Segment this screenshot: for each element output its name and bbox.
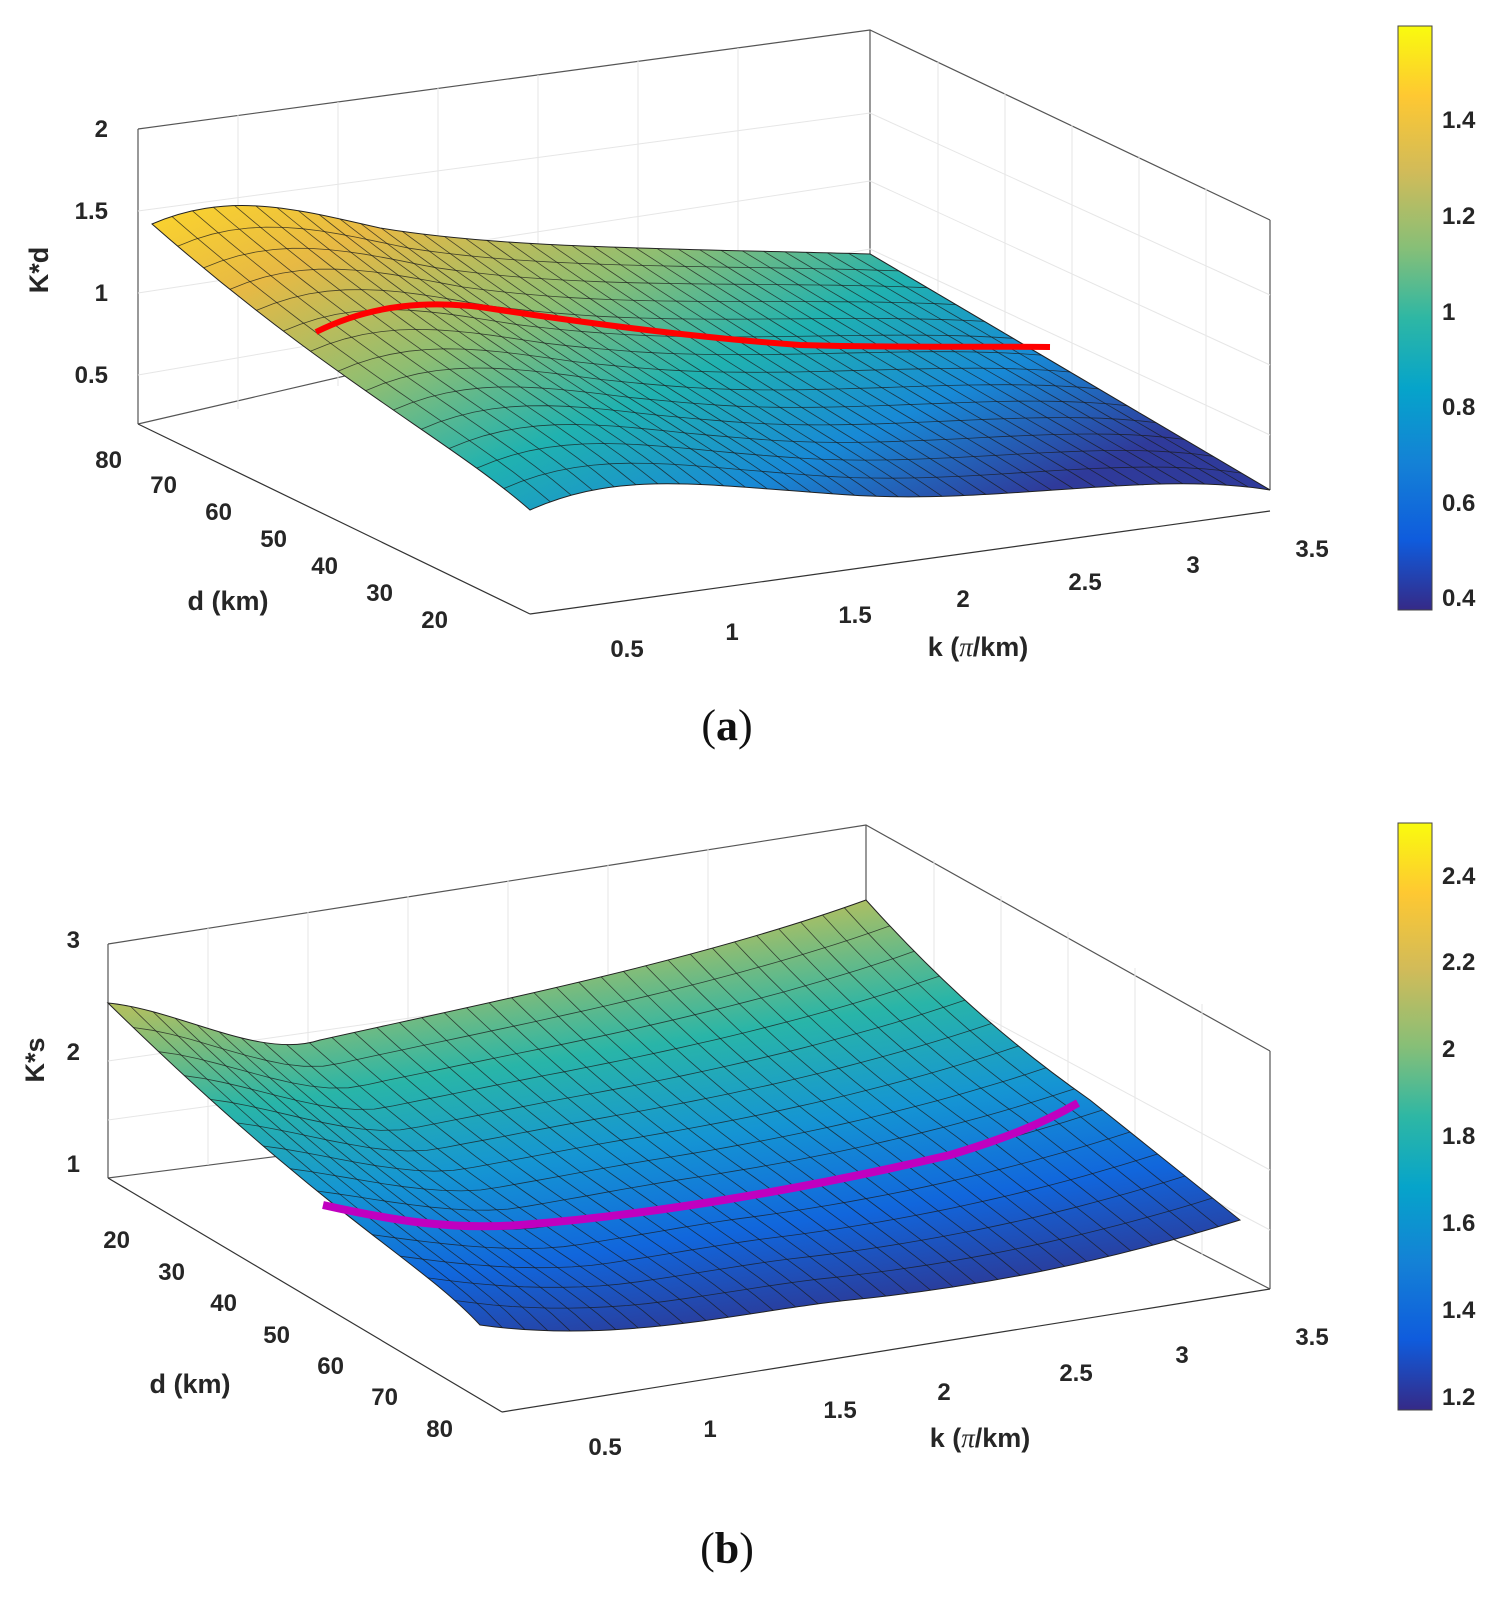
axis-lines-a: [137, 423, 1271, 615]
y-tick-b-4: 60: [317, 1353, 344, 1380]
mesh-line: [158, 950, 915, 1089]
x-tick-a-6: 3.5: [1295, 536, 1328, 563]
z-tick-b-1: 2: [67, 1039, 80, 1066]
y-ticks-b: 20 30 40 50 60 70 80: [103, 1227, 453, 1443]
y-tick-b-2: 40: [210, 1290, 237, 1317]
mesh-line: [210, 999, 966, 1131]
mesh-line: [317, 1088, 1075, 1211]
mesh-line: [133, 925, 890, 1067]
cb-tick-b-1: 1.4: [1442, 1297, 1476, 1324]
x-ticks-a: 0.5 1 1.5 2 2.5 3 3.5: [610, 536, 1328, 663]
y-tick-b-0: 20: [103, 1227, 130, 1254]
z-tick-b-2: 3: [67, 927, 80, 954]
mesh-line: [177, 226, 899, 272]
x-axis-label-a: k (π/km): [928, 632, 1029, 662]
x-tick-b-5: 3: [1175, 1342, 1188, 1369]
cb-tick-a-5: 1.4: [1442, 107, 1476, 134]
x-tick-a-0: 0.5: [610, 636, 643, 663]
surface-mesh-a: [171, 205, 1249, 503]
mesh-line: [283, 309, 1013, 339]
y-tick-a-1: 30: [366, 580, 393, 607]
y-tick-a-3: 50: [260, 526, 287, 553]
mesh-line: [236, 1023, 992, 1152]
mesh-line: [229, 268, 956, 305]
mesh-line: [289, 1067, 1047, 1192]
mesh-line: [448, 424, 1185, 449]
cb-tick-b-0: 1.2: [1442, 1384, 1475, 1411]
z-tick-a-1: 1: [95, 280, 108, 307]
x-tick-b-4: 2.5: [1059, 1360, 1092, 1387]
mesh-line: [503, 462, 1242, 489]
cb-tick-a-1: 0.6: [1442, 490, 1475, 517]
caption-b: (b): [700, 1524, 754, 1573]
y-tick-b-5: 70: [371, 1384, 398, 1411]
mesh-line: [400, 1153, 1158, 1269]
mesh-line: [337, 348, 1071, 373]
x-tick-a-3: 2: [956, 586, 969, 613]
y-tick-a-2: 40: [311, 553, 338, 580]
mesh-line: [427, 1175, 1186, 1288]
y-tick-a-6: 80: [95, 447, 122, 474]
y-axis-label-b: d (km): [150, 1369, 231, 1399]
cb-tick-b-4: 2: [1442, 1036, 1455, 1063]
panel-b: 1 2 3 K*s 20 30 40 50 60 70 80 d (km) 0.…: [20, 822, 1476, 1573]
x-tick-a-5: 3: [1186, 552, 1199, 579]
mesh-line: [310, 328, 1042, 356]
z-ticks-b: 1 2 3: [67, 927, 80, 1178]
z-axis-label-a: K*d: [24, 247, 54, 294]
y-ticks-a: 20 30 40 50 60 70 80: [95, 447, 448, 634]
mesh-line: [184, 975, 940, 1110]
cb-tick-a-0: 0.4: [1442, 585, 1476, 612]
surface-a: [151, 205, 1271, 511]
y-tick-a-4: 60: [205, 499, 232, 526]
colorbar-b: 1.2 1.4 1.6 1.8 2 2.2 2.4: [1397, 822, 1476, 1411]
z-tick-a-0: 0.5: [75, 362, 108, 389]
cb-tick-a-2: 0.8: [1442, 394, 1475, 421]
z-ticks-a: 0.5 1 1.5 2: [75, 116, 108, 389]
x-tick-b-2: 1.5: [823, 1397, 856, 1424]
optimal-curve-a: [314, 301, 1051, 350]
x-tick-a-4: 2.5: [1068, 569, 1101, 596]
panel-a: 0.5 1 1.5 2 K*d 20 30 40 50 60 70 80 d (…: [24, 25, 1476, 750]
colorbar-a: 0.4 0.6 0.8 1 1.2 1.4: [1397, 25, 1476, 612]
cb-tick-b-3: 1.8: [1442, 1123, 1475, 1150]
x-tick-b-6: 3.5: [1295, 1324, 1328, 1351]
x-tick-a-2: 1.5: [838, 602, 871, 629]
x-axis-label-b: k (π/km): [930, 1423, 1031, 1453]
cb-tick-b-5: 2.2: [1442, 949, 1475, 976]
z-tick-b-0: 1: [67, 1151, 80, 1178]
y-tick-b-1: 30: [158, 1259, 185, 1286]
cb-tick-a-4: 1.2: [1442, 203, 1475, 230]
y-tick-b-3: 50: [263, 1322, 290, 1349]
axis-lines-b: [107, 1177, 1271, 1413]
x-ticks-b: 0.5 1 1.5 2 2.5 3 3.5: [588, 1324, 1328, 1461]
mesh-line: [256, 289, 985, 322]
mesh-line: [421, 405, 1156, 430]
z-axis-label-b: K*s: [20, 1037, 50, 1082]
y-tick-a-5: 70: [150, 472, 177, 499]
y-axis-label-a: d (km): [188, 586, 269, 616]
mesh-line: [372, 1131, 1131, 1249]
optimal-curve-b: [322, 1099, 1081, 1231]
y-tick-a-0: 20: [421, 607, 448, 634]
x-tick-b-3: 2: [937, 1379, 950, 1406]
mesh-line: [203, 247, 928, 289]
mesh-line: [263, 1045, 1019, 1172]
z-tick-a-2: 1.5: [75, 198, 108, 225]
x-tick-b-0: 0.5: [588, 1434, 621, 1461]
mesh-line: [393, 386, 1128, 411]
mesh-line: [365, 367, 1099, 392]
surface-b: [106, 899, 1242, 1332]
mesh-line: [476, 443, 1213, 469]
x-tick-a-1: 1: [725, 619, 738, 646]
cb-tick-b-6: 2.4: [1442, 863, 1476, 890]
y-tick-b-6: 80: [426, 1416, 453, 1443]
mesh-line: [454, 1197, 1213, 1309]
cb-tick-a-3: 1: [1442, 299, 1455, 326]
cb-tick-b-2: 1.6: [1442, 1210, 1475, 1237]
z-tick-a-3: 2: [95, 116, 108, 143]
x-tick-b-1: 1: [703, 1416, 716, 1443]
caption-a: (a): [701, 701, 752, 750]
